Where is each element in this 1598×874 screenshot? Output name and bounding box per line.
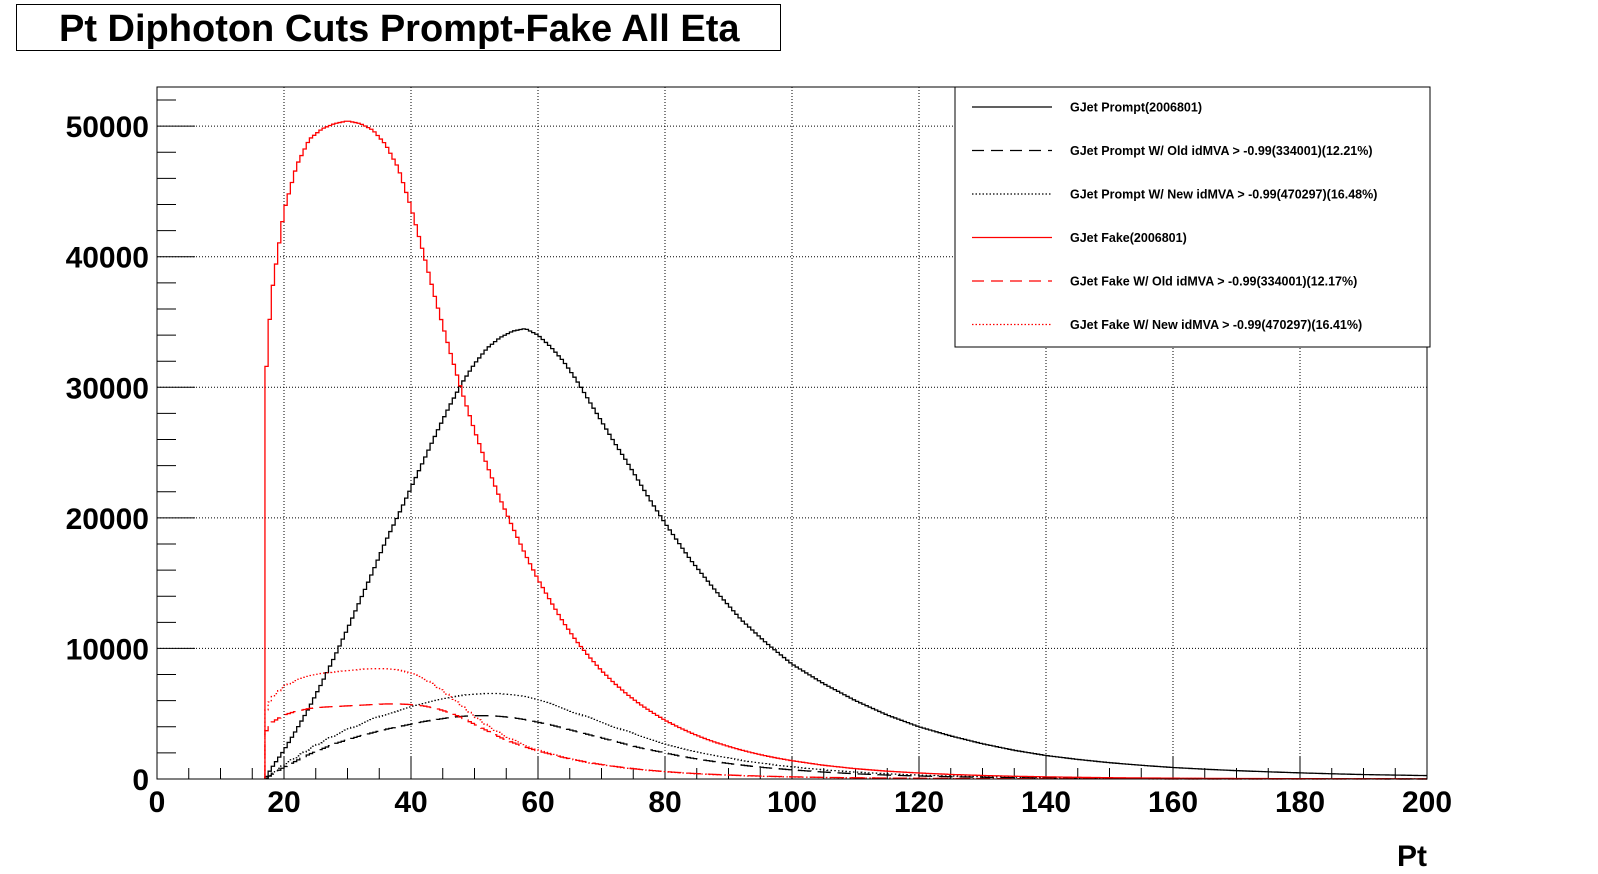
legend: GJet Prompt(2006801) GJet Prompt W/ Old i… [954,86,1431,348]
axes: 0 20 40 60 80 100 120 140 160 180 200 0 10000 20000 30… [66,99,1452,819]
series-line-6 [264,668,1427,780]
y-tick-label: 10000 [66,633,149,666]
legend-label: GJet Prompt W/ New idMVA > -0.99(470297)… [1070,188,1377,202]
x-tick-label: 0 [149,786,166,819]
series-line-3 [264,692,1427,780]
y-tick-label: 50000 [66,111,149,144]
series-line-1 [264,328,1427,779]
x-tick-label: 20 [267,786,300,819]
plot-frame-rect [156,86,1428,780]
legend-label: GJet Fake(2006801) [1070,231,1187,245]
grid [157,87,1427,779]
legend-label: GJet Fake W/ Old idMVA > -0.99(334001)(1… [1070,275,1357,289]
legend-label: GJet Fake W/ New idMVA > -0.99(470297)(1… [1070,318,1362,332]
x-tick-label: 40 [394,786,427,819]
x-tick-label: 180 [1275,786,1325,819]
legend-box [954,86,1431,348]
x-tick-label: 140 [1021,786,1071,819]
series-line-2 [264,715,1427,780]
x-tick-label: 80 [648,786,681,819]
legend-label: GJet Prompt(2006801) [1070,101,1202,115]
x-tick-label: 100 [767,786,817,819]
y-tick-label: 0 [132,764,149,797]
y-tick-label: 40000 [66,242,149,275]
x-tick-label: 60 [521,786,554,819]
x-tick-label: 120 [894,786,944,819]
y-tick-label: 30000 [66,372,149,405]
plot-frame [156,86,1428,780]
x-tick-label: 160 [1148,786,1198,819]
x-axis-label: Pt [1397,840,1427,873]
y-tick-label: 20000 [66,503,149,536]
chart-title: Pt Diphoton Cuts Prompt-Fake All Eta [59,8,740,50]
chart-title-box: Pt Diphoton Cuts Prompt-Fake All Eta [16,4,781,51]
legend-label: GJet Prompt W/ Old idMVA > -0.99(334001)… [1070,144,1373,158]
x-tick-label: 200 [1402,786,1452,819]
